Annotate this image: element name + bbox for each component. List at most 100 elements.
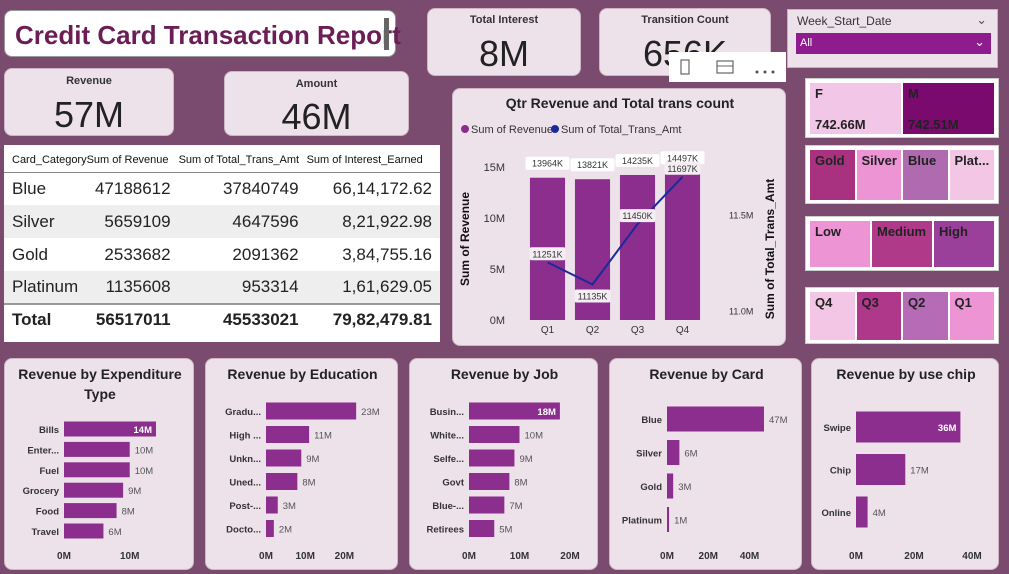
data-label: 23M [361, 407, 380, 418]
data-label: 9M [128, 486, 141, 497]
week-start-date-dropdown[interactable]: All ⌄ [796, 33, 991, 54]
bar [856, 454, 906, 485]
slicer-tile[interactable]: Medium [872, 221, 932, 267]
category-label: Platinum [622, 516, 662, 527]
table-row[interactable]: Silver 5659109 4647596 8,21,922.98 [4, 205, 440, 238]
slicer-tile[interactable]: High [934, 221, 994, 267]
pin-icon[interactable] [680, 59, 690, 75]
bar [667, 473, 674, 499]
table-cell: 953314 [178, 271, 307, 304]
tile-label: High [939, 224, 968, 239]
category-label: Blue [641, 415, 662, 426]
table-cell: Platinum [4, 271, 87, 304]
data-label: 6M [108, 527, 121, 538]
category-label: White... [430, 431, 464, 442]
bar [64, 503, 117, 519]
slicer-tile[interactable]: Blue [903, 150, 948, 200]
data-label: 10M [135, 466, 154, 477]
category-label: Silver [636, 449, 662, 460]
chart-title: Qtr Revenue and Total trans count [506, 95, 735, 111]
data-label-bg [619, 209, 656, 223]
chart-title: Revenue by Expenditure [18, 366, 182, 382]
legend-marker [551, 125, 559, 133]
more-options-icon[interactable] [755, 70, 775, 74]
filter-icon[interactable] [716, 60, 734, 74]
data-label: 8M [514, 478, 527, 489]
bar [266, 449, 302, 467]
data-label: 18M [537, 407, 556, 418]
kpi-label: Total Interest [469, 14, 539, 26]
qtr-revenue-chart: Qtr Revenue and Total trans count Sum of … [452, 88, 786, 346]
x-tick-label: 0M [259, 551, 273, 562]
data-label: 7M [509, 501, 522, 512]
category-label: Fuel [39, 466, 59, 477]
slicer-tile[interactable]: Plat... [949, 150, 994, 200]
data-label: 6M [684, 449, 697, 460]
chart-title: Revenue by use chip [836, 366, 975, 382]
slicer-tile[interactable]: Q4 [810, 292, 855, 340]
x-tick-label: 20M [904, 551, 923, 562]
slicer-tile[interactable]: Low [810, 221, 870, 267]
column-header-sorted[interactable]: Sum of Total_Trans_Amt [178, 148, 307, 173]
text-cursor [384, 18, 389, 50]
collapse-chevron-icon[interactable]: ⌄ [976, 12, 987, 27]
data-label-bg [529, 247, 566, 261]
category-label: Chip [830, 466, 851, 477]
revenue-by-card-chart: Revenue by Card Blue 47M Silver 6M Gold 3M Plat… [609, 358, 802, 570]
data-label: 9M [306, 454, 319, 465]
kpi-label: Amount [295, 78, 338, 90]
trans-amt-data-label: 11450K [622, 211, 652, 221]
category-label: Online [821, 508, 851, 519]
kpi-label: Revenue [66, 75, 112, 87]
legend-entry: Sum of Total_Trans_Amt [561, 124, 681, 136]
category-label: Uned... [229, 478, 261, 489]
x-tick-label: 40M [740, 551, 759, 562]
slicer-tile[interactable]: Silver [856, 150, 901, 200]
revenue-by-expenditure-chart: Revenue by Expenditure Type Bills 14M Enter.… [4, 358, 194, 570]
bar [469, 426, 520, 443]
column-header[interactable]: Sum of Interest_Earned [306, 148, 440, 173]
category-label: Swipe [824, 423, 851, 434]
revenue-by-job-chart: Revenue by Job Busin... 18M White... 10M Self… [409, 358, 598, 570]
table-cell: Silver [4, 205, 87, 238]
x-tick-label: 10M [120, 551, 139, 562]
use-chip-chart-svg: Revenue by use chip Swipe 36M Chip 17M Online… [821, 366, 981, 562]
table-row[interactable]: Blue 47188612 37840749 66,14,172.62 [4, 172, 440, 205]
category-label: Gradu... [225, 407, 261, 418]
chart-title: Type [84, 386, 116, 402]
bar [667, 406, 764, 432]
category-label: Selfe... [433, 454, 464, 465]
total-cell: 45533021 [178, 303, 307, 334]
slicer-tile[interactable]: F 742.66M [810, 83, 901, 134]
bar [64, 482, 124, 498]
slicer-tile[interactable]: Q3 [856, 292, 901, 340]
slicer-tile[interactable]: Gold [810, 150, 855, 200]
total-cell: 56517011 [86, 303, 179, 334]
y-tick-label: 0M [490, 315, 505, 327]
slicer-tile[interactable]: Q1 [949, 292, 994, 340]
table-cell: Blue [12, 178, 47, 198]
category-label: Govt [442, 478, 464, 489]
income-group-tile-slicer: Low Medium High [805, 216, 999, 271]
data-label: 47M [769, 415, 788, 426]
table-cell: 2091362 [232, 244, 299, 264]
slicer-tile[interactable]: M 742.51M [903, 83, 994, 134]
tile-label: Gold [815, 153, 845, 168]
total-cell: Total [4, 303, 87, 334]
category-label: Blue-... [432, 501, 464, 512]
kpi-value: 57M [53, 94, 125, 135]
x-tick-label: Q1 [541, 325, 555, 336]
kpi-value: 46M [281, 96, 352, 137]
table-cell: 8,21,922.98 [306, 205, 440, 238]
column-header[interactable]: Card_Category [4, 148, 87, 173]
y2-tick-label: 11.0M [729, 306, 753, 316]
kpi-label: Transition Count [641, 14, 729, 26]
x-tick-label: 0M [849, 551, 863, 562]
bar [469, 520, 495, 537]
revenue-bar [619, 174, 656, 320]
table-row[interactable]: Gold 2533682 2091362 3,84,755.16 [4, 238, 440, 271]
slicer-tile[interactable]: Q2 [903, 292, 948, 340]
table-row[interactable]: Platinum 1135608 953314 1,61,629.05 [4, 271, 440, 304]
bar [469, 496, 505, 514]
column-header[interactable]: Sum of Revenue [86, 148, 179, 173]
